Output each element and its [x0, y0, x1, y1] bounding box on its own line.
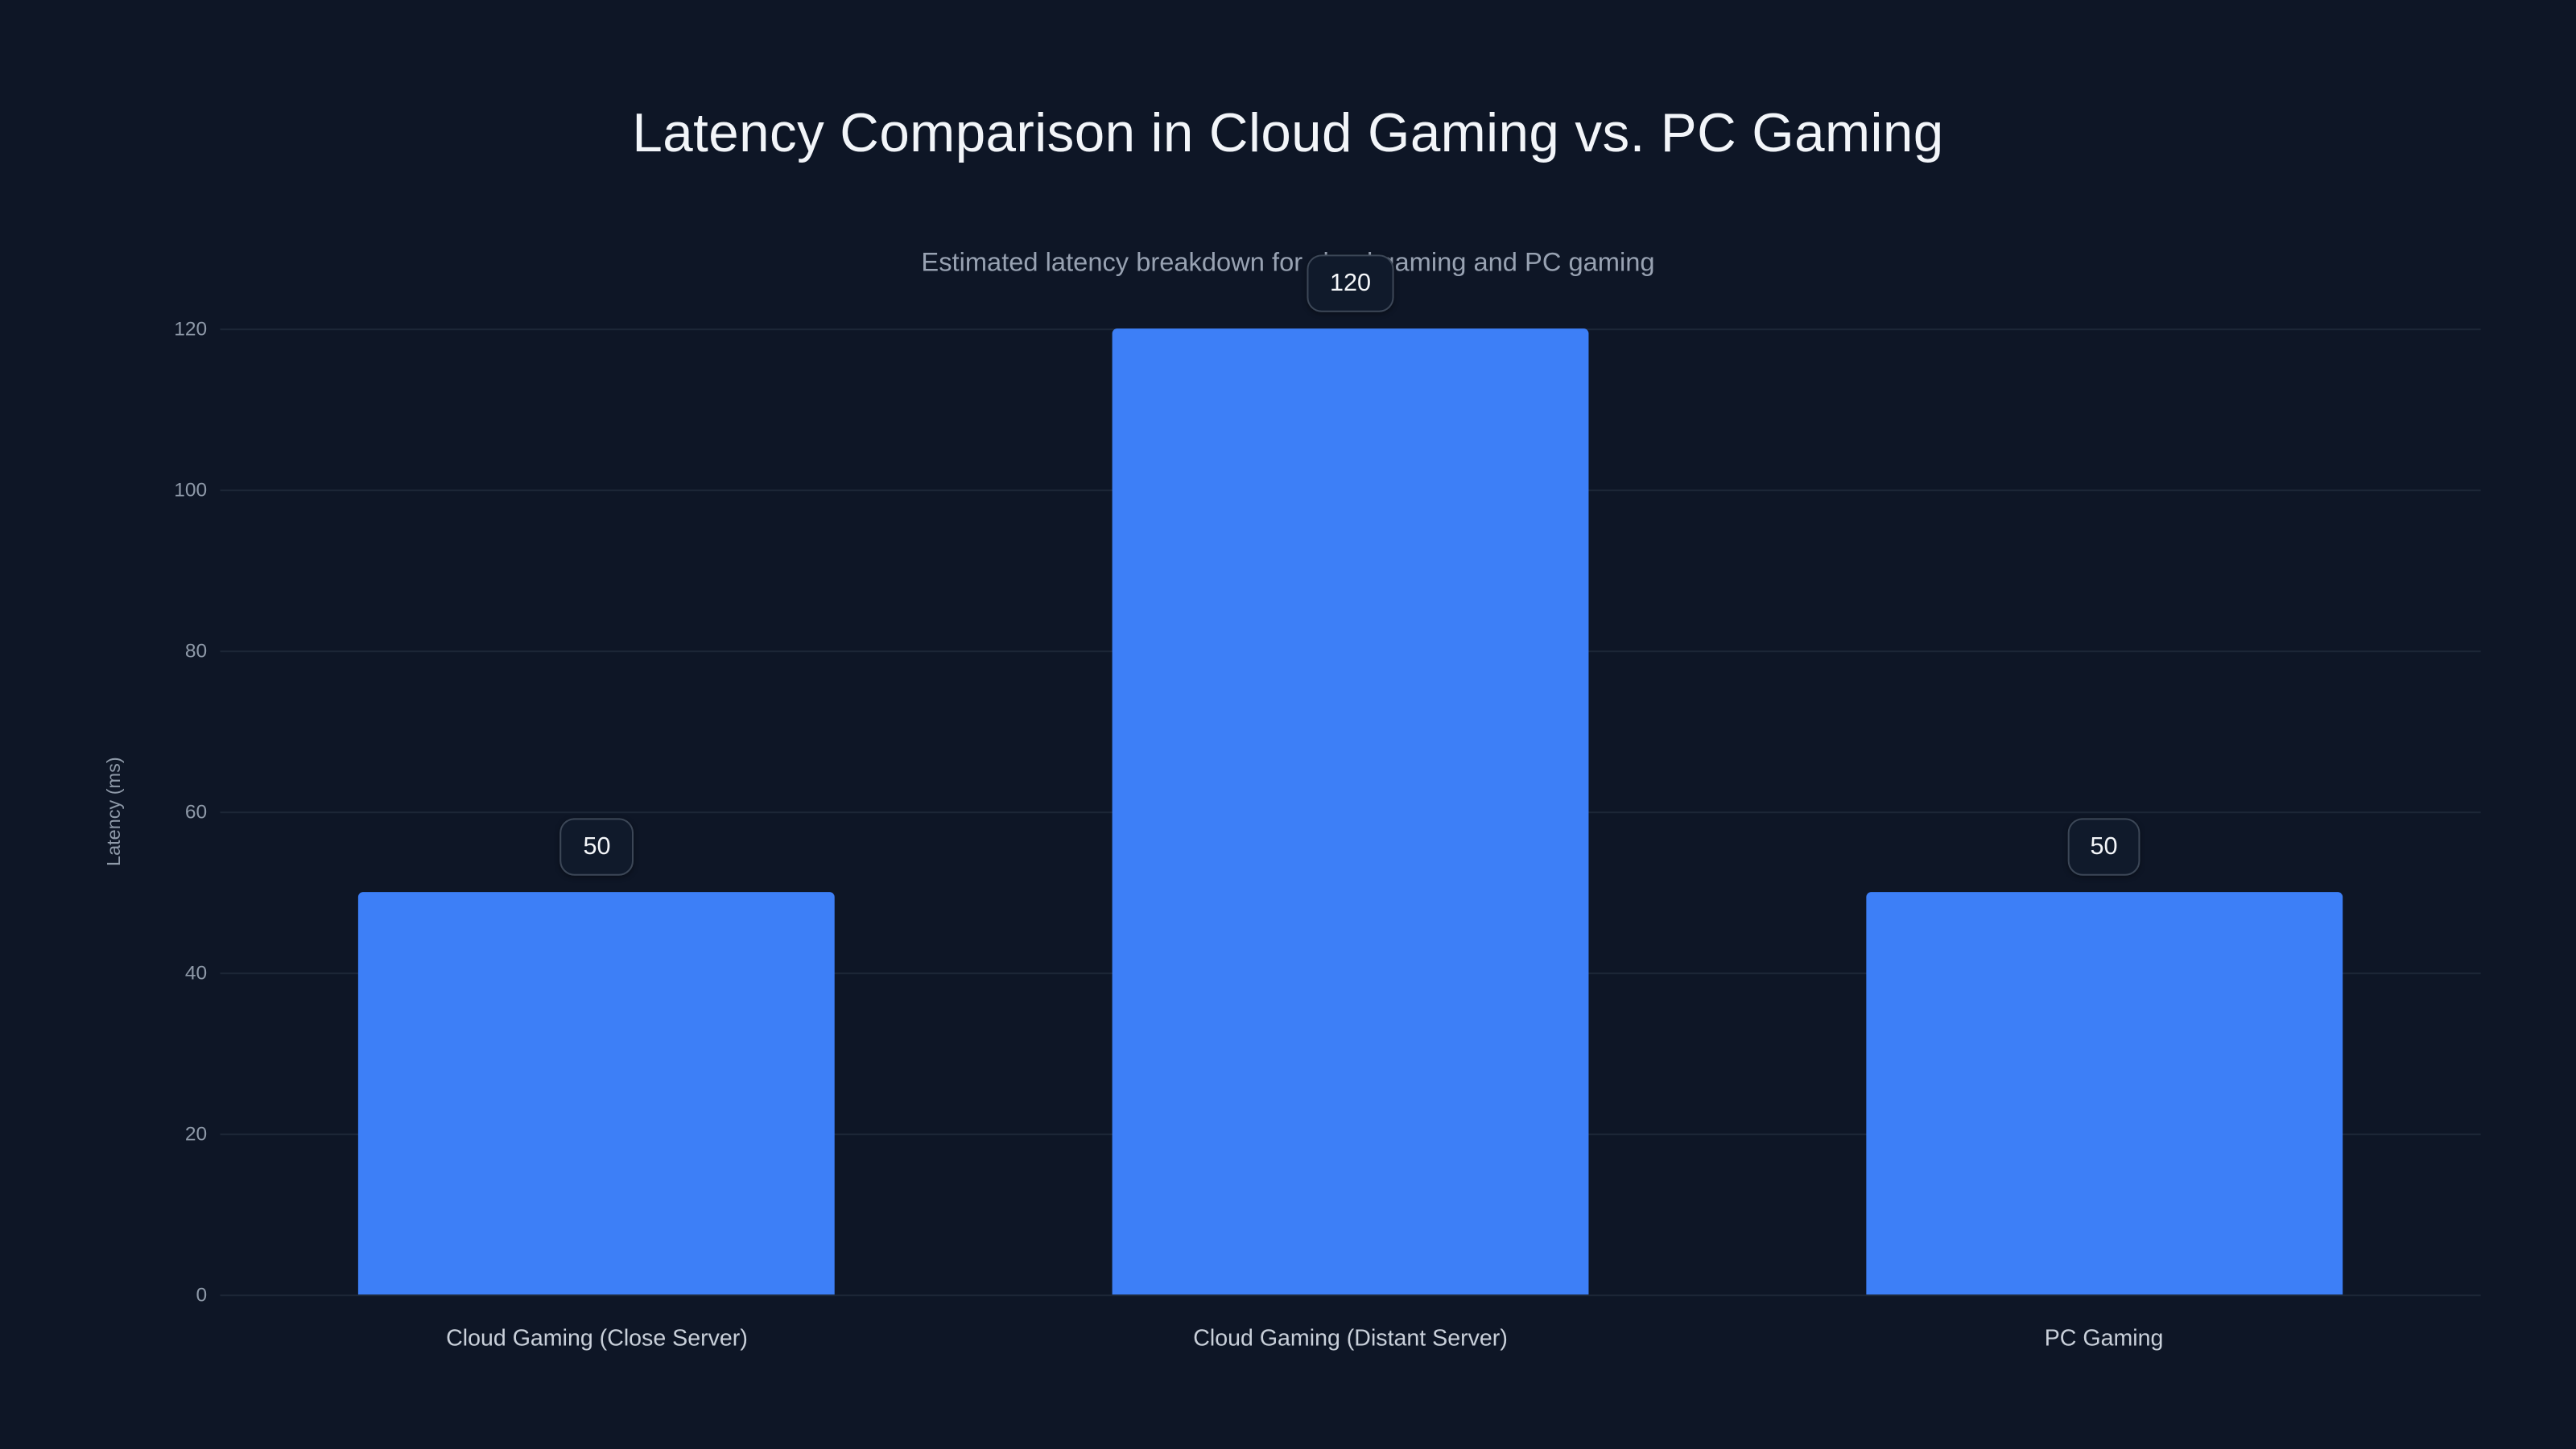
bar-cloud-gaming-close-server	[358, 892, 836, 1295]
value-badge: 50	[2066, 818, 2141, 876]
y-tick-label: 40	[184, 960, 208, 985]
value-badge: 120	[1307, 254, 1394, 312]
y-tick-label: 80	[184, 638, 208, 663]
x-axis-label: PC Gaming	[2044, 1323, 2164, 1351]
bar-pc-gaming	[1865, 892, 2343, 1295]
y-tick-label: 60	[184, 799, 208, 824]
x-axis-label: Cloud Gaming (Distant Server)	[1193, 1323, 1508, 1351]
y-tick-label: 20	[184, 1121, 208, 1146]
y-tick-label: 120	[174, 316, 208, 341]
y-tick-label: 0	[196, 1282, 208, 1307]
value-badge: 50	[559, 818, 634, 876]
y-tick-label: 100	[174, 477, 208, 502]
bar-cloud-gaming-distant-server	[1112, 328, 1589, 1295]
x-axis-label: Cloud Gaming (Close Server)	[446, 1323, 748, 1351]
gridline	[220, 1294, 2481, 1297]
chart-title: Latency Comparison in Cloud Gaming vs. P…	[632, 101, 1944, 163]
chart-subtitle: Estimated latency breakdown for cloud ga…	[921, 250, 1655, 278]
